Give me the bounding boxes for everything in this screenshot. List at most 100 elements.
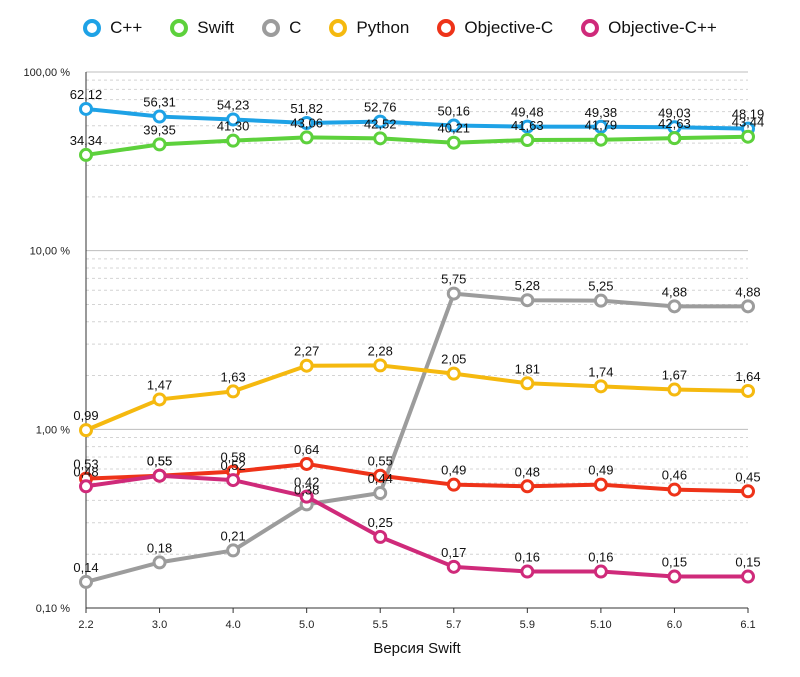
data-point-cpp [446, 118, 461, 133]
y-tick-label: 10,00 % [30, 246, 71, 258]
data-label-objective-cpp: 0,15 [662, 555, 687, 570]
data-label-objective-c: 0,53 [73, 457, 98, 472]
data-point-python [79, 423, 93, 438]
legend-label: Objective-C++ [608, 18, 717, 37]
legend-item-python: Python [329, 18, 409, 38]
data-point-objective-cpp [299, 489, 314, 504]
data-label-c: 0,38 [294, 482, 319, 497]
data-point-python [373, 358, 388, 373]
data-label-objective-c: 0,46 [662, 468, 687, 483]
data-label-objective-c: 0,48 [515, 464, 540, 479]
series-line-c [84, 291, 750, 584]
data-label-cpp: 49,48 [511, 105, 544, 120]
data-point-cpp [520, 119, 535, 134]
data-point-c [667, 299, 682, 314]
x-tick-label: 5.0 [299, 619, 314, 631]
data-label-objective-c: 0,55 [147, 454, 172, 469]
data-point-swift [226, 133, 241, 148]
data-label-python: 1,81 [515, 361, 540, 376]
data-point-python [667, 382, 682, 397]
data-label-c: 0,18 [147, 540, 172, 555]
series-line-swift [84, 134, 750, 157]
data-point-objective-c [520, 479, 535, 494]
y-tick-label: 100,00 % [24, 67, 71, 79]
data-point-objective-c [667, 482, 682, 497]
data-label-objective-c: 0,58 [220, 450, 245, 465]
x-tick-label: 3.0 [152, 619, 167, 631]
data-label-objective-cpp: 0,25 [368, 515, 393, 530]
data-label-cpp: 52,76 [364, 100, 397, 115]
data-label-swift: 39,35 [143, 122, 176, 137]
data-point-objective-cpp [520, 564, 535, 579]
data-point-swift [373, 131, 388, 146]
legend-item-objective-c: Objective-C [437, 18, 553, 38]
x-tick-label: 4.0 [225, 619, 240, 631]
x-tick-label: 6.1 [740, 619, 755, 631]
y-tick-label: 1,00 % [36, 424, 70, 436]
legend-marker-icon [329, 19, 348, 37]
data-label-objective-cpp: 0,42 [294, 475, 319, 490]
data-label-python: 2,28 [368, 343, 393, 358]
legend-marker-icon [170, 19, 189, 37]
data-label-cpp: 49,38 [585, 105, 618, 120]
data-label-cpp: 48,19 [732, 107, 765, 122]
data-label-python: 1,64 [735, 369, 760, 384]
legend-marker-icon [581, 19, 600, 37]
data-label-objective-c: 0,49 [441, 463, 466, 478]
data-point-objective-cpp [152, 468, 167, 483]
data-point-c [520, 293, 535, 308]
data-point-c [226, 543, 241, 558]
data-point-swift [593, 132, 608, 147]
data-point-c [593, 293, 608, 308]
data-label-python: 2,05 [441, 352, 466, 367]
data-label-python: 1,47 [147, 377, 172, 392]
legend-item-cpp: C++ [83, 18, 142, 38]
data-point-objective-c [299, 456, 314, 471]
data-point-swift [152, 137, 167, 152]
data-point-objective-c [593, 477, 608, 492]
data-point-python [299, 358, 314, 373]
legend-label: Python [356, 18, 410, 37]
data-label-python: 2,27 [294, 344, 319, 359]
legend-item-c: C [262, 18, 301, 38]
data-label-c: 5,28 [515, 278, 540, 293]
x-tick-label: 5.9 [520, 619, 535, 631]
x-tick-label: 6.0 [667, 619, 682, 631]
data-point-cpp [152, 109, 167, 124]
data-label-objective-c: 0,45 [735, 469, 760, 484]
data-point-objective-cpp [741, 569, 755, 584]
data-label-objective-c: 0,64 [294, 442, 319, 457]
data-point-swift [299, 130, 314, 145]
data-label-swift: 34,34 [70, 133, 103, 148]
data-label-swift: 42,63 [658, 116, 691, 131]
legend-item-objective-cpp: Objective-C++ [581, 18, 717, 38]
data-label-objective-cpp: 0,17 [441, 545, 466, 560]
legend-label: Objective-C [464, 18, 554, 37]
x-tick-label: 5.5 [373, 619, 388, 631]
data-point-swift [446, 135, 461, 150]
legend-label: C++ [110, 18, 143, 37]
data-point-cpp [299, 116, 314, 131]
data-label-c: 4,88 [735, 284, 760, 299]
data-point-c [152, 555, 167, 570]
data-point-objective-cpp [226, 473, 241, 488]
series-line-objective-c [84, 461, 750, 494]
y-tick-label: 0,10 % [36, 603, 70, 615]
x-tick-label: 5.7 [446, 619, 461, 631]
data-point-python [226, 384, 241, 399]
data-point-objective-cpp [373, 529, 388, 544]
x-tick-label: 5.10 [590, 619, 611, 631]
data-label-cpp: 49,03 [658, 105, 691, 120]
legend-label: Swift [197, 18, 235, 37]
data-label-cpp: 62,12 [70, 87, 103, 102]
legend-label: C [289, 18, 302, 37]
data-point-cpp [593, 119, 608, 134]
data-point-c [373, 486, 388, 501]
data-label-c: 0,14 [73, 560, 98, 575]
data-label-c: 5,25 [588, 279, 613, 294]
data-label-cpp: 56,31 [143, 95, 176, 110]
data-point-objective-c [446, 477, 461, 492]
data-label-objective-cpp: 0,55 [147, 454, 172, 469]
data-point-python [446, 366, 461, 381]
